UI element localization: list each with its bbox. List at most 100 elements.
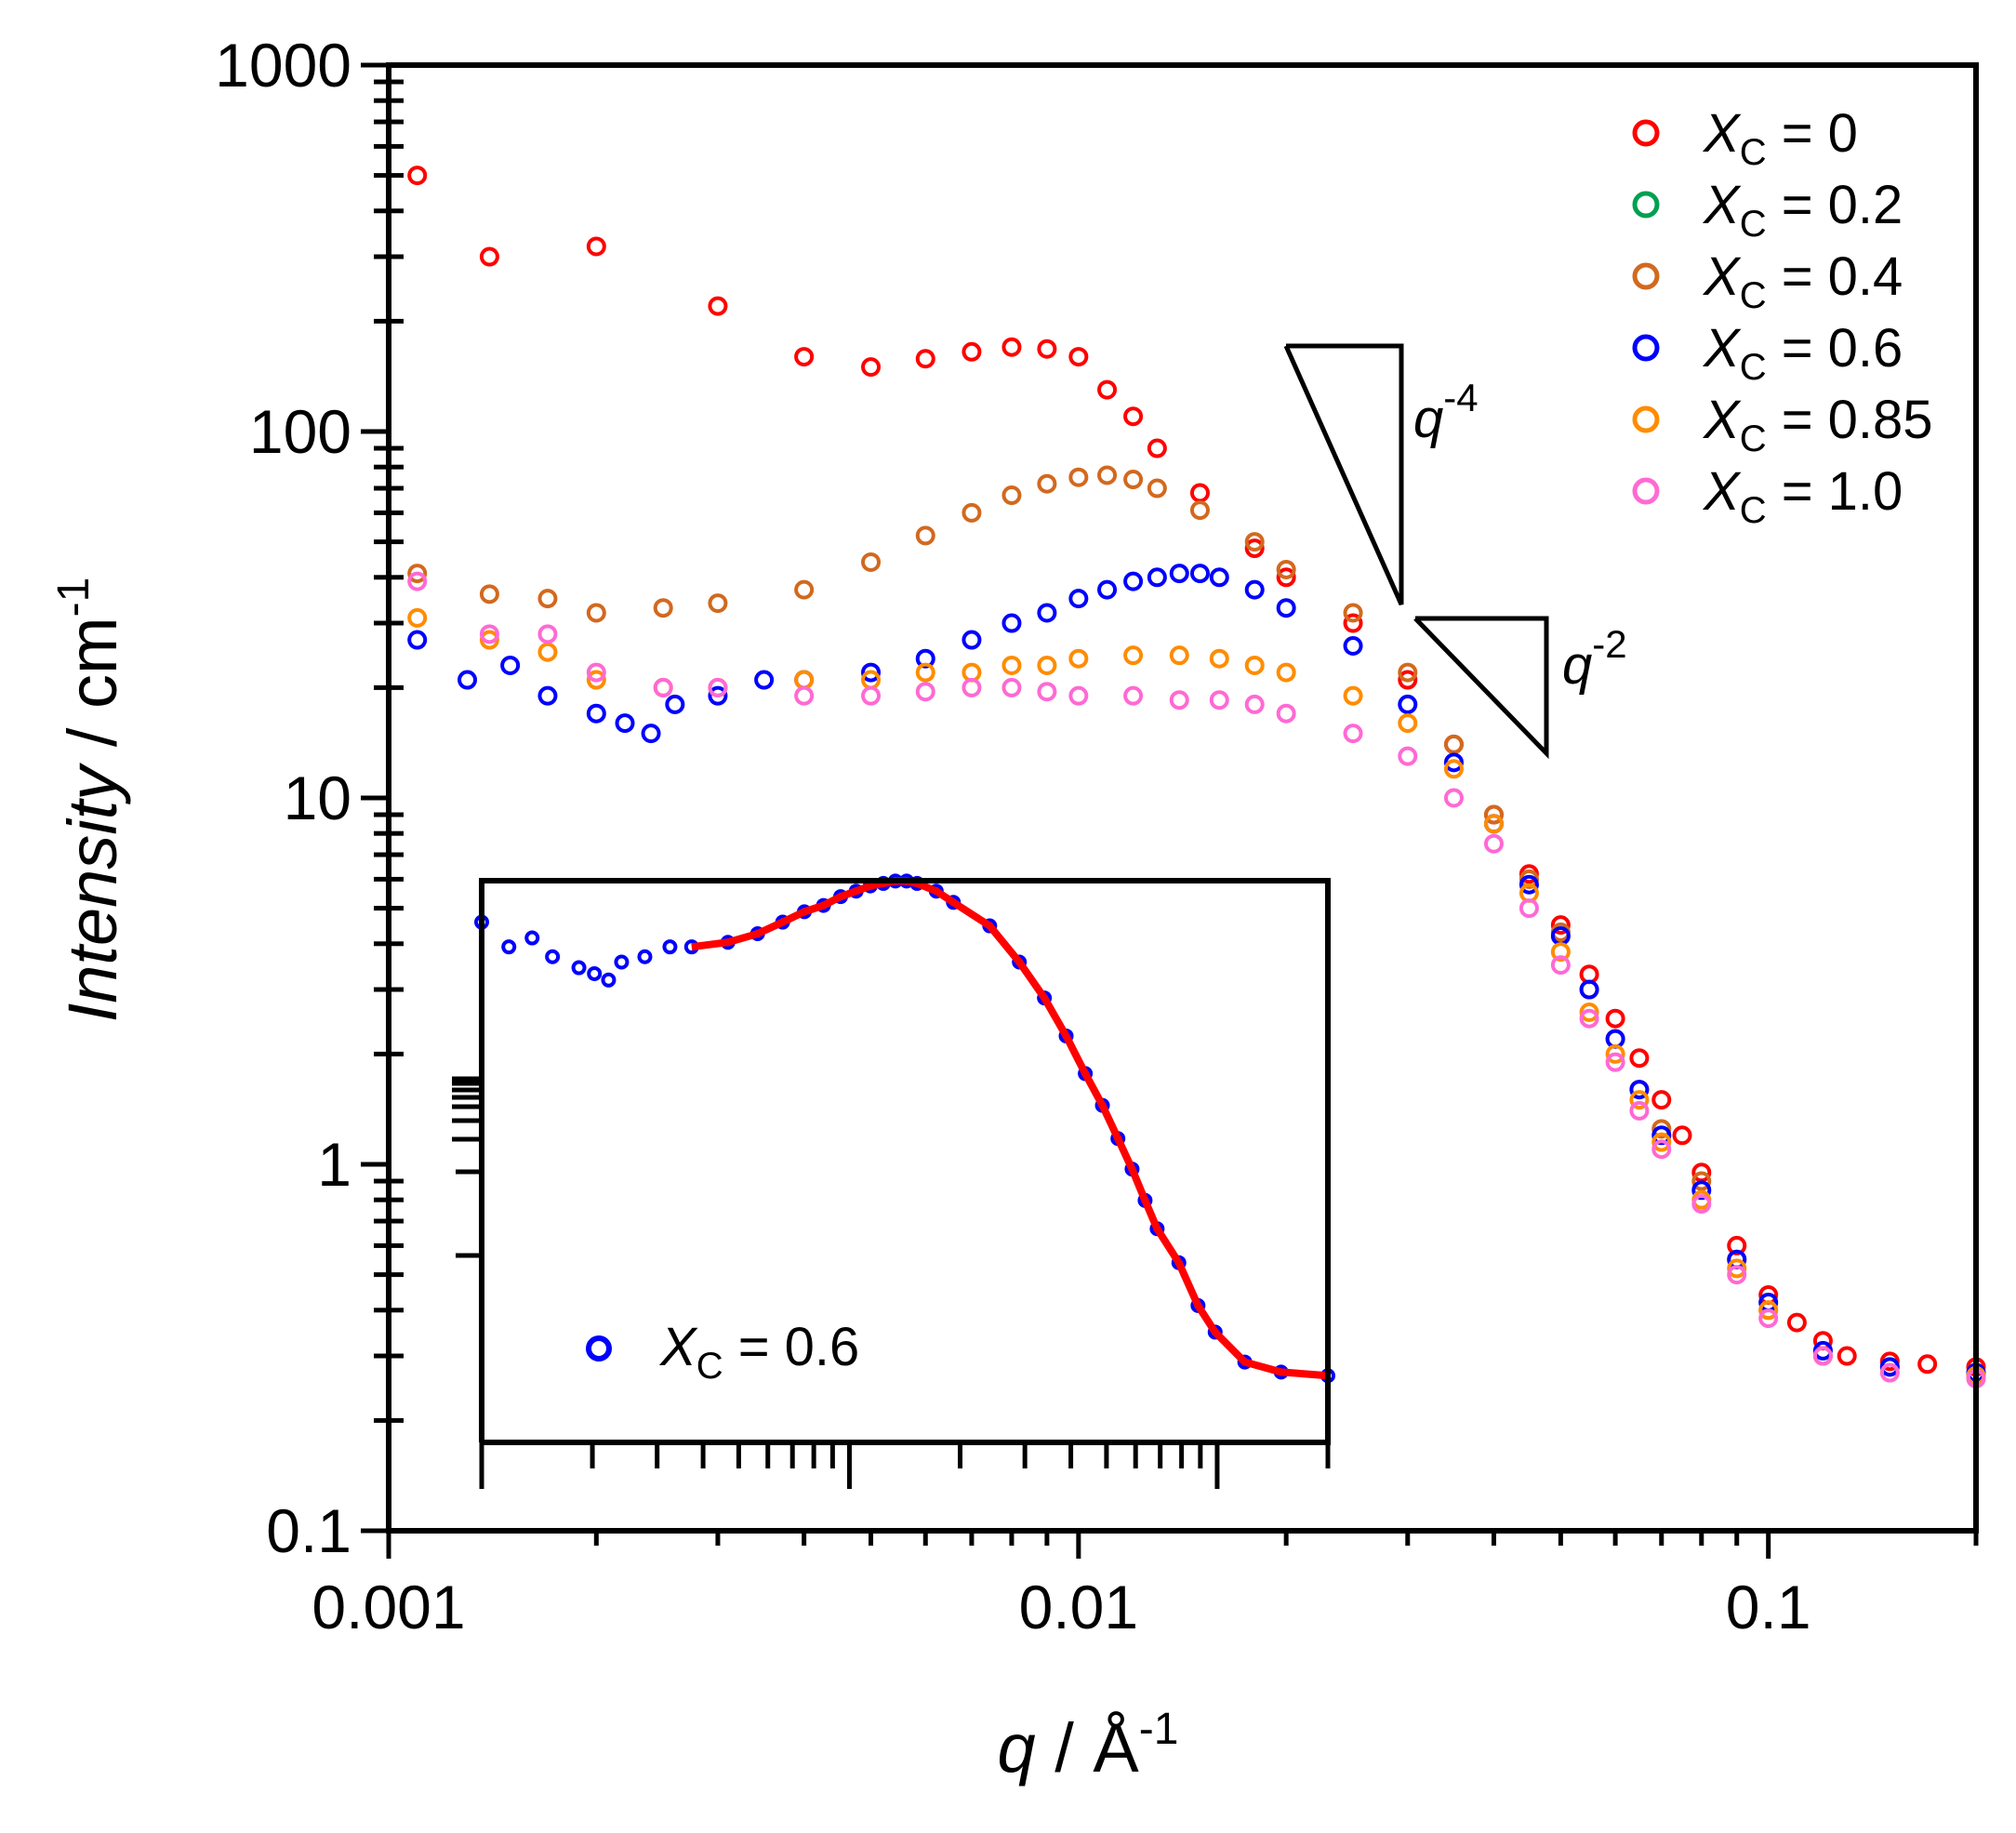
data-point xyxy=(1651,1125,1672,1146)
data-point xyxy=(1519,874,1539,895)
x-tick-label: 0.001 xyxy=(312,1573,465,1641)
legend-entry-label: XC = 0.6 xyxy=(1702,318,1903,388)
data-point xyxy=(1443,752,1464,773)
data-point xyxy=(1672,1125,1692,1146)
inset-data-point xyxy=(587,965,603,981)
data-point xyxy=(641,724,661,744)
data-point xyxy=(1147,438,1167,458)
inset-axis-ticks xyxy=(452,1076,1331,1489)
inset-data-point xyxy=(571,960,587,976)
data-point xyxy=(1443,734,1464,754)
data-point xyxy=(861,685,882,706)
data-point xyxy=(1037,339,1057,359)
data-point xyxy=(1276,662,1296,683)
data-point xyxy=(1651,1132,1672,1152)
data-point xyxy=(1651,1119,1672,1139)
data-point xyxy=(586,670,606,690)
slope-q-2-annotation: q-2 xyxy=(1413,616,1627,760)
data-point xyxy=(1579,1003,1599,1023)
data-point xyxy=(962,341,982,362)
legend: XC = 0XC = 0.2XC = 0.4XC = 0.6XC = 0.85X… xyxy=(1632,103,1933,531)
data-point xyxy=(1068,347,1089,367)
data-point xyxy=(1209,567,1229,588)
data-point xyxy=(1758,1300,1779,1321)
data-point xyxy=(1483,804,1504,825)
inset-legend-label: XC = 0.6 xyxy=(658,1317,859,1387)
data-point xyxy=(537,642,558,662)
data-point xyxy=(1605,1043,1625,1064)
data-point xyxy=(458,670,478,690)
inset-data-layer xyxy=(474,873,1335,1384)
data-point xyxy=(1037,682,1057,702)
data-point xyxy=(915,349,935,369)
main-data-layer xyxy=(407,166,1986,1389)
data-point xyxy=(1443,788,1464,808)
data-point xyxy=(1550,942,1571,963)
data-point xyxy=(665,694,685,714)
data-point xyxy=(1579,979,1599,1000)
data-point xyxy=(1068,589,1089,609)
data-point xyxy=(1123,470,1144,490)
inset-data-point xyxy=(637,949,653,964)
data-point xyxy=(1276,559,1296,579)
inset-data-point xyxy=(614,954,630,970)
slope-q-4-label: q-4 xyxy=(1413,376,1479,449)
data-point xyxy=(708,685,728,706)
data-point xyxy=(615,713,635,734)
data-point xyxy=(794,685,815,706)
data-point xyxy=(1097,379,1118,400)
data-point xyxy=(1812,1346,1833,1366)
data-point xyxy=(1605,1052,1625,1072)
data-point xyxy=(1037,473,1057,494)
data-point xyxy=(586,603,606,623)
data-point xyxy=(586,236,606,257)
data-point xyxy=(1343,724,1363,744)
data-point xyxy=(1209,690,1229,711)
data-point xyxy=(479,630,499,650)
data-point xyxy=(1786,1312,1807,1333)
data-point xyxy=(1147,567,1167,588)
data-point xyxy=(1691,1180,1712,1201)
data-point xyxy=(653,677,673,697)
legend-marker xyxy=(1632,262,1660,290)
data-point xyxy=(1209,648,1229,669)
data-point xyxy=(1068,685,1089,706)
data-point xyxy=(1398,713,1418,734)
data-point xyxy=(1879,1362,1900,1383)
data-point xyxy=(754,670,775,690)
data-point xyxy=(1398,670,1418,690)
legend-entry-label: XC = 0.85 xyxy=(1702,390,1933,459)
data-point xyxy=(1001,485,1022,506)
data-point xyxy=(1398,662,1418,683)
data-point xyxy=(1147,478,1167,498)
data-point xyxy=(1398,746,1418,766)
data-point xyxy=(1629,1080,1650,1100)
data-point xyxy=(537,624,558,644)
data-point xyxy=(915,525,935,546)
data-point xyxy=(1244,538,1265,559)
data-point xyxy=(479,624,499,644)
data-point xyxy=(1629,1048,1650,1069)
data-point xyxy=(407,630,428,650)
data-point xyxy=(1037,603,1057,623)
x-tick-label: 0.1 xyxy=(1726,1573,1811,1641)
data-point xyxy=(1123,685,1144,706)
data-point xyxy=(586,703,606,724)
data-point xyxy=(1758,1308,1779,1329)
legend-marker xyxy=(1632,405,1660,433)
data-point xyxy=(708,593,728,614)
data-point xyxy=(1483,814,1504,834)
data-point xyxy=(1651,1090,1672,1110)
data-point xyxy=(915,662,935,683)
data-point xyxy=(794,347,815,367)
inset-fit-line xyxy=(691,877,1329,1380)
inset-data-point xyxy=(501,939,517,955)
data-point xyxy=(794,579,815,600)
inset-data-point xyxy=(601,972,617,988)
data-point xyxy=(1691,1162,1712,1183)
data-point xyxy=(962,630,982,650)
data-point xyxy=(1343,613,1363,633)
data-point xyxy=(407,166,428,186)
inset-chart: XC = 0.6 xyxy=(452,873,1335,1489)
